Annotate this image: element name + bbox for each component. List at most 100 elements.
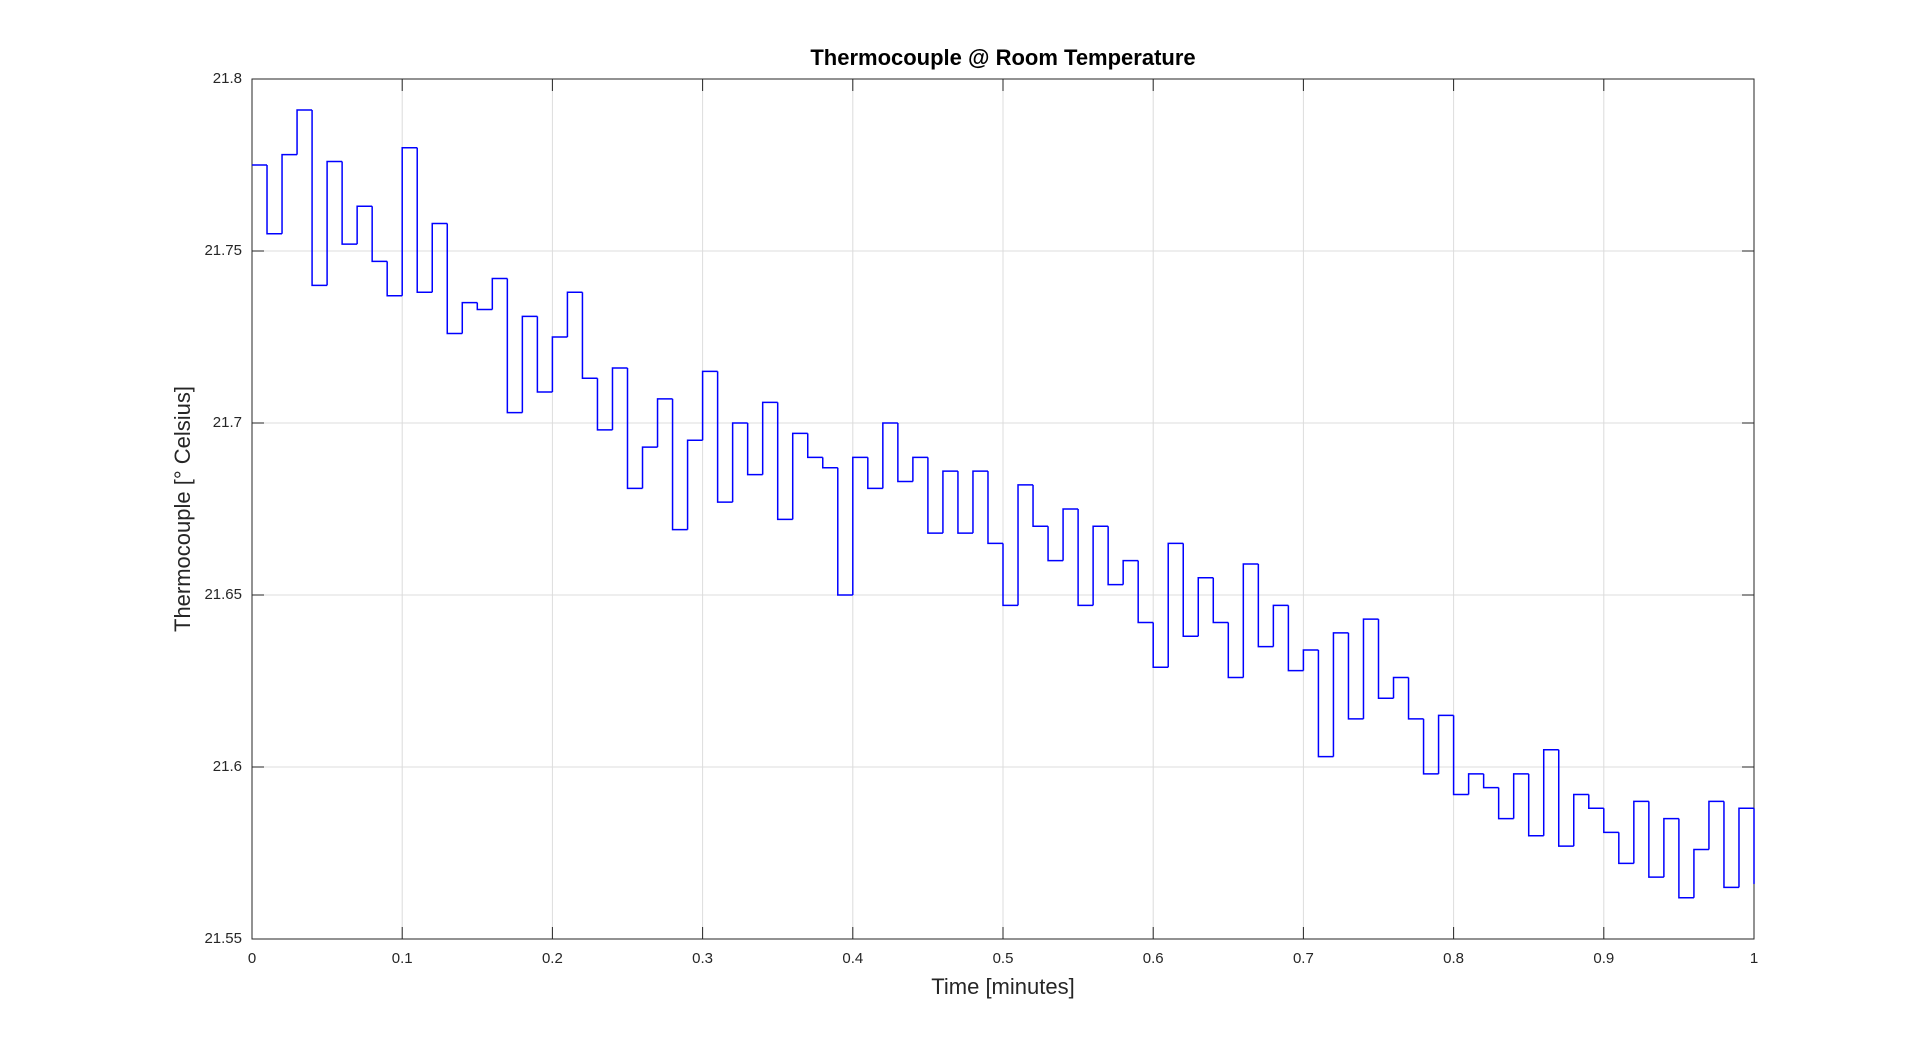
step [761, 401, 778, 475]
step [731, 422, 748, 503]
x-tick-label: 0.8 [1443, 950, 1464, 967]
step [957, 471, 973, 534]
step [491, 277, 508, 310]
step [1332, 632, 1349, 757]
step [1497, 787, 1514, 820]
step [1708, 800, 1724, 850]
step [1107, 526, 1124, 586]
step [416, 147, 433, 294]
step [341, 161, 358, 245]
step [536, 316, 553, 393]
step [1738, 807, 1754, 888]
step [686, 439, 703, 530]
step [701, 370, 718, 441]
x-tick-label: 0.1 [392, 950, 413, 967]
chart-title: Thermocouple @ Room Temperature [810, 45, 1195, 70]
step [1678, 818, 1694, 899]
step [1227, 622, 1244, 679]
step [1588, 794, 1604, 810]
y-tick-label: 21.6 [213, 758, 242, 775]
step [386, 261, 403, 297]
x-axis-label: Time [minutes] [931, 974, 1074, 999]
step [1407, 677, 1424, 720]
step [596, 378, 613, 431]
step [1122, 559, 1139, 585]
step [656, 398, 673, 448]
step [1512, 773, 1529, 819]
x-tick-label: 0.3 [692, 950, 713, 967]
step [1062, 508, 1079, 561]
step [1182, 543, 1199, 638]
step [1362, 618, 1379, 719]
step [1527, 773, 1544, 837]
step [641, 446, 658, 489]
step [266, 165, 283, 235]
step [1152, 622, 1169, 668]
step [1032, 484, 1049, 527]
step [1257, 564, 1274, 648]
step [852, 456, 868, 595]
y-axis-label: Thermocouple [° Celsius] [170, 386, 195, 632]
y-tick-label: 21.7 [213, 414, 242, 431]
step [1377, 619, 1394, 699]
step [716, 371, 733, 503]
step [1422, 718, 1439, 775]
step [1212, 577, 1229, 624]
step [581, 292, 598, 380]
x-tick-label: 0.2 [542, 950, 563, 967]
x-tick-label: 0.6 [1143, 950, 1164, 967]
step [822, 457, 838, 469]
step [1467, 773, 1484, 795]
step [476, 302, 493, 311]
step [746, 423, 763, 476]
step [1077, 509, 1094, 607]
step [401, 147, 418, 296]
step [1017, 484, 1034, 606]
step [521, 315, 538, 413]
x-tick-label: 0 [248, 950, 256, 967]
step [1633, 800, 1649, 864]
step [446, 223, 463, 335]
step [326, 160, 343, 286]
step [371, 206, 388, 263]
step [867, 457, 883, 490]
step [1557, 749, 1574, 847]
y-tick-label: 21.55 [204, 930, 242, 947]
step [1603, 808, 1619, 834]
step [1002, 543, 1019, 607]
x-tick-label: 0.7 [1293, 950, 1314, 967]
step [1693, 848, 1709, 898]
step [1092, 525, 1109, 606]
step [1648, 801, 1664, 878]
step [431, 222, 448, 293]
step [1437, 714, 1454, 774]
step [671, 398, 688, 531]
step [1482, 773, 1499, 789]
step [882, 422, 898, 489]
step [281, 153, 298, 234]
step [626, 367, 643, 490]
step [356, 205, 373, 245]
step [912, 456, 928, 482]
step [776, 402, 793, 521]
step [1317, 650, 1334, 758]
step [987, 471, 1003, 545]
step [1542, 749, 1559, 836]
step [611, 367, 628, 430]
step [551, 336, 568, 393]
step [927, 457, 943, 534]
step [1167, 542, 1184, 668]
step [1242, 563, 1259, 678]
step [942, 470, 958, 534]
step [1723, 801, 1739, 889]
step [1272, 604, 1289, 647]
step [506, 278, 523, 414]
step [296, 109, 313, 155]
y-tick-label: 21.75 [204, 242, 242, 259]
step [566, 291, 583, 337]
step [1197, 577, 1214, 637]
step [1347, 632, 1364, 720]
step [1287, 605, 1304, 672]
x-tick-label: 0.4 [842, 950, 863, 967]
